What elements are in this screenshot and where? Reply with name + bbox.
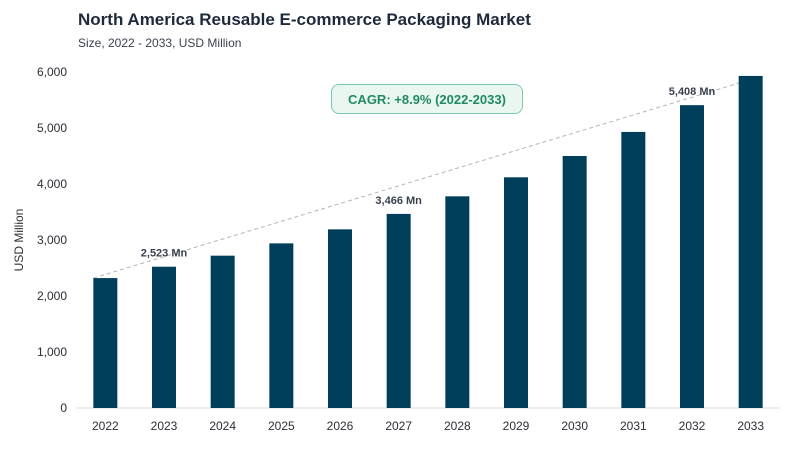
x-tick-label: 2032 <box>679 419 706 433</box>
x-tick-label: 2027 <box>385 419 412 433</box>
x-tick-label: 2029 <box>503 419 530 433</box>
bar <box>680 105 704 408</box>
trendline-group <box>93 75 763 279</box>
bar <box>445 196 470 408</box>
chart-title: North America Reusable E-commerce Packag… <box>78 10 531 29</box>
y-axis: 0 1,000 2,000 3,000 4,000 5,000 6,000 <box>37 65 67 415</box>
bar <box>210 255 235 408</box>
bar <box>152 266 176 408</box>
bar <box>738 75 763 409</box>
y-tick-label: 6,000 <box>37 65 67 79</box>
x-tick-label: 2025 <box>268 419 295 433</box>
x-tick-label: 2022 <box>92 419 119 433</box>
bar <box>504 177 528 408</box>
bar <box>621 131 646 409</box>
bar <box>562 156 587 408</box>
y-tick-label: 1,000 <box>37 345 67 359</box>
x-tick-label: 2033 <box>737 419 764 433</box>
data-label: 2,523 Mn <box>141 248 188 260</box>
x-tick-label: 2030 <box>561 419 588 433</box>
x-tick-label: 2023 <box>151 419 178 433</box>
bar <box>93 278 118 408</box>
y-tick-label: 2,000 <box>37 289 67 303</box>
cagr-badge: CAGR: +8.9% (2022-2033) <box>331 84 523 114</box>
trendline <box>93 75 763 279</box>
x-tick-label: 2031 <box>620 419 647 433</box>
bar <box>328 229 352 408</box>
bar <box>269 243 294 408</box>
data-labels: 2,523 Mn 3,466 Mn 5,408 Mn <box>141 86 716 260</box>
bar <box>386 213 411 408</box>
y-tick-label: 0 <box>60 401 67 415</box>
x-tick-label: 2028 <box>444 419 471 433</box>
chart-subtitle: Size, 2022 - 2033, USD Million <box>78 36 242 50</box>
x-axis: 2022 2023 2024 2025 2026 2027 2028 2029 2030 2031… <box>76 407 780 433</box>
bars <box>93 75 763 409</box>
data-label: 5,408 Mn <box>669 86 716 98</box>
x-tick-label: 2024 <box>209 419 236 433</box>
y-tick-label: 4,000 <box>37 177 67 191</box>
x-tick-label: 2026 <box>327 419 354 433</box>
y-axis-label: USD Million <box>12 209 26 272</box>
data-label: 3,466 Mn <box>375 195 422 207</box>
y-tick-label: 3,000 <box>37 233 67 247</box>
y-tick-label: 5,000 <box>37 121 67 135</box>
